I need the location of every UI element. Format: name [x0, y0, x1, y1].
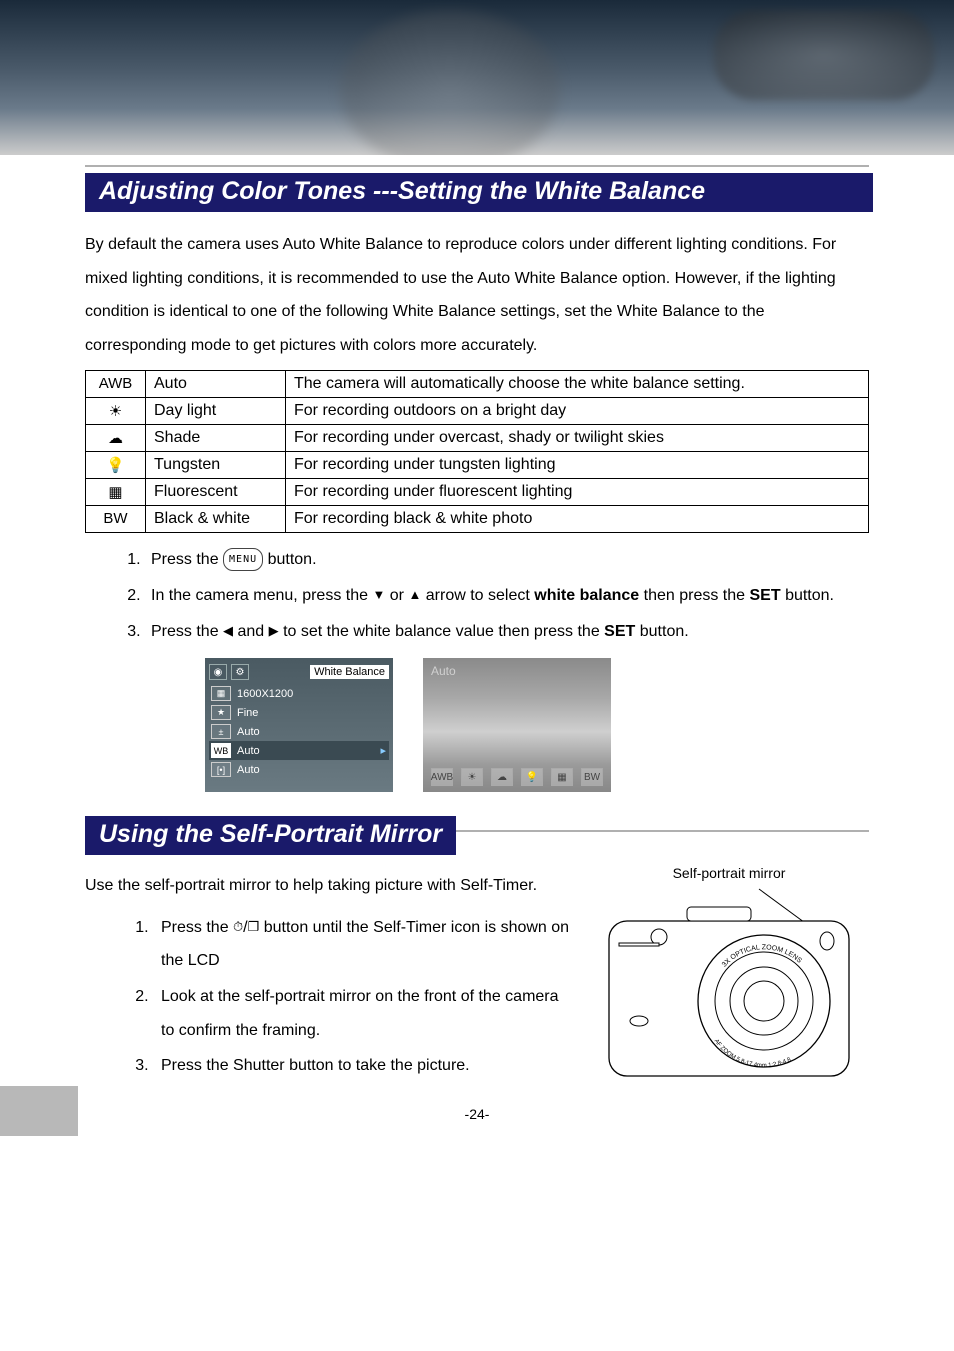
menu-item-text: Auto — [237, 726, 260, 738]
menu-item-text: Fine — [237, 707, 258, 719]
mirror-steps-list: Press the ⏱/❐ button until the Self-Time… — [85, 911, 571, 1083]
text: button. — [268, 551, 317, 568]
menu-item-icon: ★ — [211, 705, 231, 720]
wb-desc: For recording outdoors on a bright day — [286, 398, 869, 425]
text: Press the — [161, 919, 233, 936]
right-arrow-icon: ▶ — [269, 623, 279, 638]
wb-icon: 💡 — [86, 452, 146, 479]
wb-name: Shade — [146, 425, 286, 452]
mirror-step-3: Press the Shutter button to take the pic… — [153, 1049, 571, 1083]
wb-desc: The camera will automatically choose the… — [286, 371, 869, 398]
table-row: 💡TungstenFor recording under tungsten li… — [86, 452, 869, 479]
page-tab-stub — [0, 1086, 78, 1136]
self-portrait-figure: Self-portrait mirror 3X OPTICAL ZOOM LEN… — [589, 865, 869, 1094]
wb-option-icon: BW — [581, 768, 603, 786]
wb-desc: For recording under fluorescent lighting — [286, 479, 869, 506]
wb-name: Auto — [146, 371, 286, 398]
timer-icon: ⏱ — [233, 919, 243, 934]
table-row: ☀Day lightFor recording outdoors on a br… — [86, 398, 869, 425]
wb-icon: AWB — [86, 371, 146, 398]
lcd-screenshots: ◉ ⚙ White Balance ▦1600X1200★Fine±AutoWB… — [205, 658, 869, 792]
menu-header-label: White Balance — [310, 665, 389, 679]
wb-icon: ▦ — [86, 479, 146, 506]
page-number: -24- — [85, 1106, 869, 1122]
wb-option-icon: ☁ — [491, 768, 513, 786]
menu-item-text: Auto — [237, 764, 260, 776]
text: Press the — [151, 623, 223, 640]
text: to set the white balance value then pres… — [283, 623, 604, 640]
camera-mode-icon: ◉ — [209, 664, 227, 680]
text: and — [237, 623, 268, 640]
right-arrow-icon: ▸ — [380, 744, 386, 757]
wb-desc: For recording under overcast, shady or t… — [286, 425, 869, 452]
down-arrow-icon: ▼ — [372, 587, 385, 602]
text-bold: SET — [749, 587, 780, 604]
lcd-menu-row: ▦ 1600X1200 — [209, 684, 389, 703]
burst-icon: ❐ — [248, 919, 260, 934]
menu-item-text: Auto — [237, 745, 260, 757]
menu-item-icon: ▦ — [211, 686, 231, 701]
wb-option-icon: ▦ — [551, 768, 573, 786]
header-banner — [0, 0, 954, 155]
lcd-preview-screenshot: Auto AWB ☀ ☁ 💡 ▦ BW — [423, 658, 611, 792]
wb-icon: ☁ — [86, 425, 146, 452]
left-arrow-icon: ◀ — [223, 623, 233, 638]
lcd-menu-row: ★ Fine — [209, 703, 389, 722]
wb-name: Tungsten — [146, 452, 286, 479]
settings-icon: ⚙ — [231, 664, 249, 680]
table-row: ☁ShadeFor recording under overcast, shad… — [86, 425, 869, 452]
mirror-step-2: Look at the self-portrait mirror on the … — [153, 980, 571, 1047]
preview-mode-label: Auto — [431, 664, 456, 678]
wb-step-3: Press the ◀ and ▶ to set the white balan… — [145, 615, 869, 649]
text: button. — [785, 587, 834, 604]
section-title-white-balance: Adjusting Color Tones ---Setting the Whi… — [85, 173, 873, 212]
table-row: BWBlack & whiteFor recording black & whi… — [86, 506, 869, 533]
wb-option-icon: AWB — [431, 768, 453, 786]
wb-option-icon: 💡 — [521, 768, 543, 786]
text: then press the — [644, 587, 750, 604]
lcd-menu-row: [•] Auto — [209, 760, 389, 779]
camera-illustration: 3X OPTICAL ZOOM LENS AF ZOOM 5.8-17.4mm … — [599, 881, 859, 1091]
text: or — [390, 587, 409, 604]
page-content: Adjusting Color Tones ---Setting the Whi… — [0, 155, 954, 1152]
lcd-menu-screenshot: ◉ ⚙ White Balance ▦1600X1200★Fine±AutoWB… — [205, 658, 393, 792]
lcd-menu-row: WB Auto ▸ — [209, 741, 389, 760]
up-arrow-icon: ▲ — [408, 587, 421, 602]
wb-name: Day light — [146, 398, 286, 425]
text-bold: SET — [604, 623, 635, 640]
wb-step-1: Press the MENU button. — [145, 543, 869, 577]
menu-item-text: 1600X1200 — [237, 688, 293, 700]
table-row: AWBAutoThe camera will automatically cho… — [86, 371, 869, 398]
text: In the camera menu, press the — [151, 587, 372, 604]
wb-option-icon: ☀ — [461, 768, 483, 786]
wb-steps-list: Press the MENU button. In the camera men… — [85, 543, 869, 648]
wb-icon: BW — [86, 506, 146, 533]
section-rule — [85, 165, 869, 167]
wb-icon: ☀ — [86, 398, 146, 425]
text: Press the — [151, 551, 223, 568]
mirror-intro: Use the self-portrait mirror to help tak… — [85, 869, 571, 903]
wb-desc: For recording under tungsten lighting — [286, 452, 869, 479]
menu-item-icon: [•] — [211, 762, 231, 777]
menu-item-icon: WB — [211, 743, 231, 758]
section-title-self-portrait: Using the Self-Portrait Mirror — [85, 816, 456, 855]
section-rule — [456, 830, 869, 832]
text: arrow to select — [426, 587, 534, 604]
figure-caption: Self-portrait mirror — [589, 865, 869, 881]
wb-name: Black & white — [146, 506, 286, 533]
menu-button-icon: MENU — [223, 548, 263, 571]
wb-step-2: In the camera menu, press the ▼ or ▲ arr… — [145, 579, 869, 613]
table-row: ▦FluorescentFor recording under fluoresc… — [86, 479, 869, 506]
lcd-menu-row: ± Auto — [209, 722, 389, 741]
text: button. — [640, 623, 689, 640]
mirror-step-1: Press the ⏱/❐ button until the Self-Time… — [153, 911, 571, 978]
wb-name: Fluorescent — [146, 479, 286, 506]
wb-desc: For recording black & white photo — [286, 506, 869, 533]
wb-intro-paragraph: By default the camera uses Auto White Ba… — [85, 228, 869, 362]
text-bold: white balance — [534, 587, 639, 604]
menu-item-icon: ± — [211, 724, 231, 739]
white-balance-table: AWBAutoThe camera will automatically cho… — [85, 370, 869, 533]
